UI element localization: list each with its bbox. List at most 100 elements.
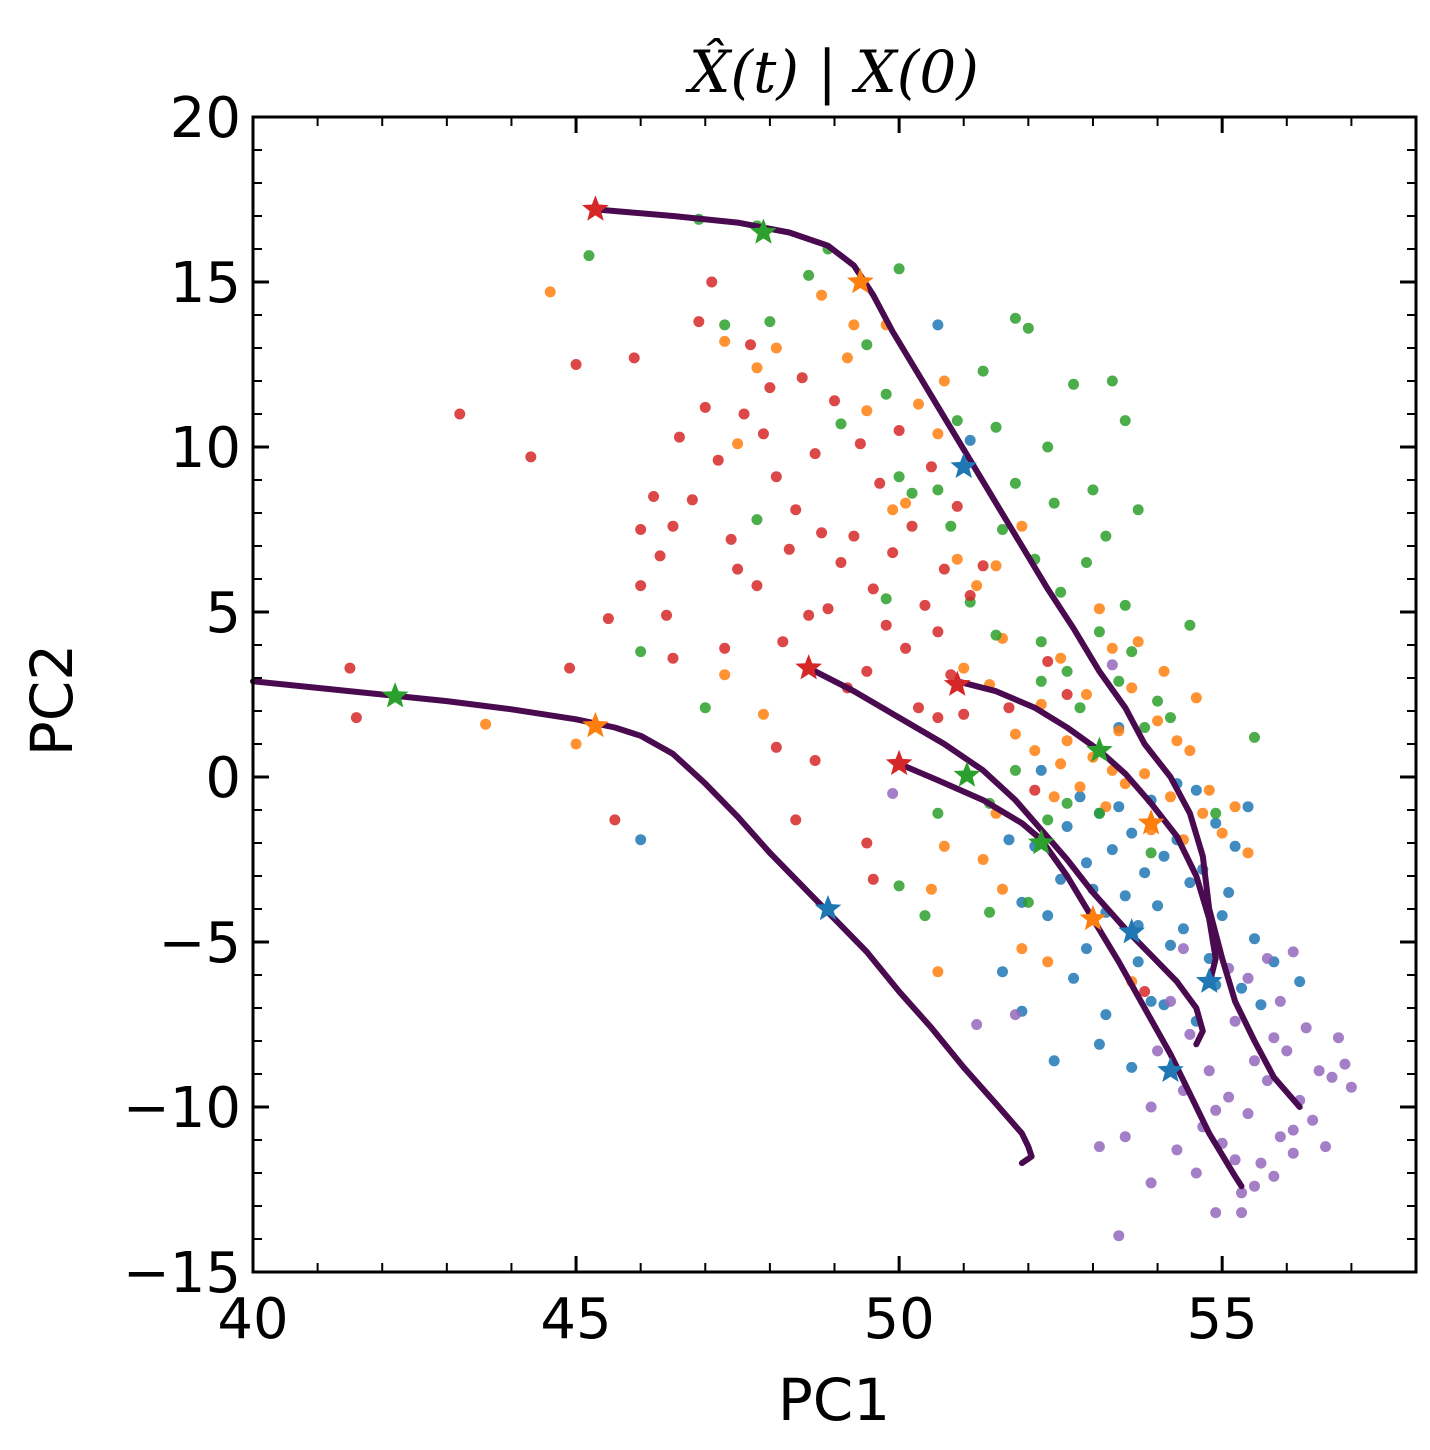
- scatter-point-red: [719, 642, 731, 654]
- scatter-point-purple: [1326, 1071, 1338, 1083]
- scatter-point-green: [1248, 731, 1260, 743]
- scatter-point-green: [893, 880, 905, 892]
- scatter-point-red: [835, 557, 847, 568]
- star-marker-red: [582, 195, 609, 221]
- scatter-point-green: [583, 250, 595, 262]
- y-tick-label: −10: [123, 1076, 241, 1141]
- scatter-point-orange: [1242, 847, 1254, 859]
- scatter-point-green: [1119, 599, 1131, 611]
- scatter-point-red: [945, 669, 957, 681]
- scatter-point-red: [1029, 784, 1041, 796]
- scatter-point-orange: [1055, 758, 1067, 770]
- scatter-point-blue: [1132, 956, 1144, 968]
- scatter-point-orange: [925, 883, 937, 895]
- scatter-point-purple: [1261, 1075, 1273, 1087]
- scatter-point-red: [770, 741, 782, 753]
- scatter-point-orange: [1171, 735, 1183, 747]
- scatter-point-blue: [932, 319, 944, 331]
- scatter-point-green: [1074, 702, 1086, 714]
- scatter-point-red: [867, 873, 879, 885]
- star-marker-green: [953, 761, 981, 787]
- scatter-point-purple: [1229, 1015, 1241, 1027]
- scatter-point-orange: [932, 966, 944, 978]
- scatter-point-green: [1022, 322, 1034, 334]
- scatter-point-red: [564, 662, 576, 674]
- scatter-point-purple: [1261, 953, 1273, 964]
- scatter-point-purple: [1268, 1170, 1280, 1182]
- scatter-point-purple: [1313, 1065, 1325, 1077]
- trajectory-line-2: [592, 206, 1303, 1110]
- scatter-point-red: [816, 527, 828, 539]
- scatter-point-orange: [719, 335, 731, 347]
- scatter-point-red: [822, 603, 834, 615]
- star-marker-blue: [1195, 967, 1223, 993]
- star-marker-green: [1086, 736, 1113, 762]
- scatter-point-red: [706, 276, 718, 288]
- scatter-point-blue: [1093, 1038, 1105, 1050]
- scatter-point-orange: [1009, 728, 1021, 740]
- scatter-point-purple: [1287, 1147, 1299, 1159]
- scatter-point-orange: [719, 669, 731, 681]
- scatter-point-red: [693, 316, 705, 328]
- scatter-point-purple: [1164, 995, 1176, 1007]
- scatter-point-blue: [1048, 1055, 1060, 1067]
- scatter-point-green: [1184, 619, 1196, 631]
- scatter-point-green: [1022, 896, 1034, 908]
- scatter-point-orange: [996, 883, 1008, 895]
- scatter-point-purple: [1248, 1180, 1260, 1192]
- scatter-point-purple: [1242, 972, 1254, 984]
- scatter-point-orange: [971, 580, 983, 592]
- scatter-point-green: [990, 629, 1002, 641]
- scatter-point-purple: [1171, 1144, 1183, 1156]
- scatter-point-red: [732, 563, 744, 575]
- scatter-point-red: [667, 652, 679, 664]
- scatter-point-purple: [1287, 946, 1299, 958]
- scatter-point-purple: [1119, 1131, 1131, 1143]
- scatter-point-red: [635, 524, 647, 535]
- scatter-point-green: [1132, 504, 1144, 516]
- scatter-point-red: [932, 626, 944, 638]
- star-marker-green: [1027, 829, 1055, 855]
- scatter-point-purple: [1229, 1154, 1241, 1166]
- scatter-point-green: [1080, 557, 1092, 568]
- scatter-point-purple: [1223, 1091, 1235, 1103]
- scatter-point-green: [1055, 586, 1067, 598]
- scatter-point-green: [1009, 477, 1021, 489]
- scatter-point-red: [725, 533, 737, 545]
- scatter-point-purple: [1320, 1141, 1332, 1153]
- scatter-point-purple: [1248, 1055, 1260, 1067]
- scatter-point-blue: [1074, 791, 1086, 803]
- scatter-point-green: [906, 487, 918, 499]
- scatter-point-green: [1164, 712, 1176, 724]
- scatter-point-red: [829, 395, 840, 407]
- scatter-point-red: [570, 359, 582, 370]
- scatter-point-blue: [1003, 834, 1015, 846]
- scatter-point-green: [1139, 722, 1151, 733]
- scatter-point-purple: [1210, 1104, 1222, 1116]
- scatter-point-green: [719, 319, 731, 331]
- scatter-point-green: [1068, 378, 1080, 390]
- scatter-point-blue: [1248, 933, 1260, 945]
- scatter-point-green: [803, 269, 815, 281]
- scatter-point-red: [912, 702, 924, 714]
- scatter-point-red: [673, 431, 685, 443]
- scatter-point-orange: [751, 362, 763, 374]
- scatter-point-green: [932, 484, 944, 496]
- scatter-point-purple: [1152, 1045, 1164, 1057]
- scatter-point-green: [1093, 807, 1105, 819]
- scatter-point-green: [880, 388, 892, 400]
- star-marker-blue: [950, 452, 977, 479]
- scatter-point-purple: [1300, 1022, 1312, 1034]
- scatter-point-red: [757, 428, 769, 440]
- x-tick-label: 40: [217, 1287, 288, 1352]
- scatter-point-blue: [1139, 867, 1151, 879]
- scatter-point-red: [777, 636, 789, 648]
- scatter-point-red: [796, 372, 808, 384]
- scatter-point-purple: [1106, 659, 1118, 671]
- plot-frame: [251, 115, 1418, 1274]
- scatter-point-red: [900, 642, 912, 654]
- scatter-point-red: [887, 547, 899, 559]
- scatter-point-orange: [1093, 603, 1105, 615]
- scatter-point-orange: [1190, 692, 1202, 704]
